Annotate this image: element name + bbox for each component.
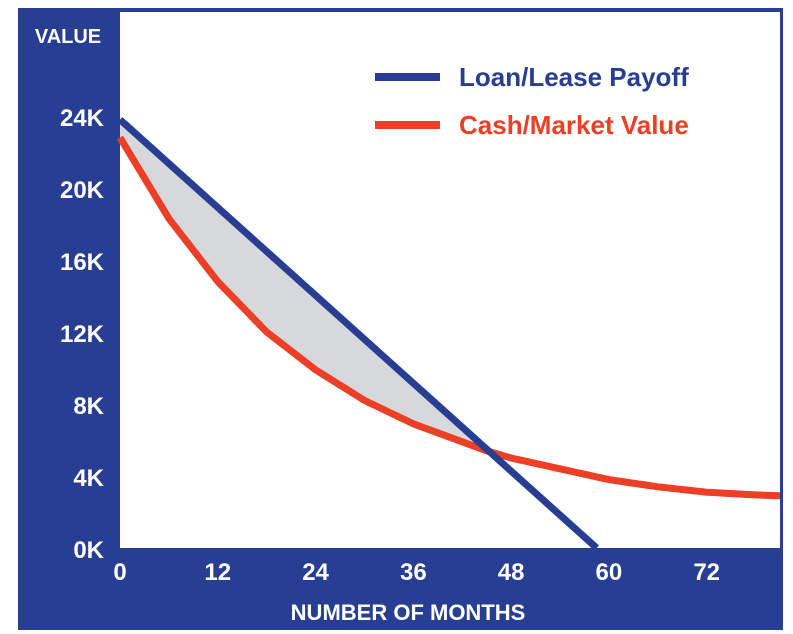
y-tick-label: 20K (60, 177, 105, 204)
legend-label: Cash/Market Value (459, 110, 689, 140)
y-tick-label: 4K (73, 465, 104, 492)
x-tick-label: 24 (302, 559, 329, 586)
x-tick-label: 36 (400, 559, 427, 586)
y-tick-label: 24K (60, 105, 105, 132)
series-line-loan-lease-payoff (117, 116, 600, 551)
x-tick-label: 60 (596, 559, 623, 586)
y-tick-label: 8K (73, 393, 104, 420)
x-axis-label: NUMBER OF MONTHS (291, 600, 526, 625)
y-tick-label: 16K (60, 249, 105, 276)
y-tick-label: 12K (60, 321, 105, 348)
series-line-cash-market-value (117, 135, 781, 500)
x-tick-label: 48 (498, 559, 525, 586)
x-tick-label: 72 (693, 559, 720, 586)
legend-label: Loan/Lease Payoff (459, 62, 689, 92)
y-axis-label: VALUE (35, 26, 101, 48)
x-tick-label: 12 (204, 559, 231, 586)
x-tick-label: 0 (113, 559, 126, 586)
y-tick-label: 0K (73, 537, 104, 564)
